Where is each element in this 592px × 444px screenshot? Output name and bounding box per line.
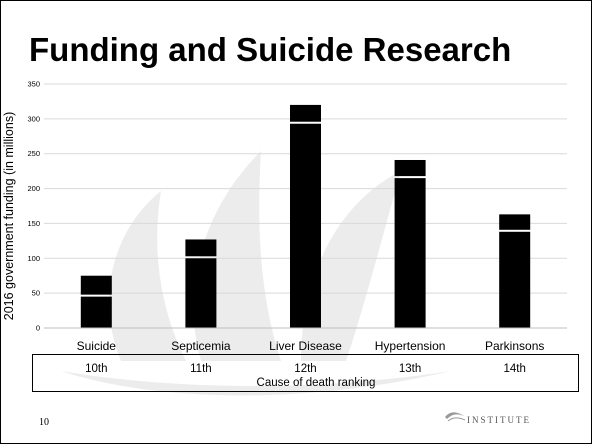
bar-lower-segment — [80, 296, 112, 328]
y-tick-label: 0 — [36, 324, 40, 333]
slide-title: Funding and Suicide Research — [29, 31, 512, 68]
footer-logo-icon — [445, 412, 466, 422]
x-category-label: Suicide — [77, 339, 117, 353]
x-category-label: Liver Disease — [269, 339, 342, 353]
y-axis-ticks: 0 50 100 150 200 250 300 350 — [27, 80, 40, 333]
bar-upper-segment — [80, 275, 112, 295]
bar-upper-segment — [185, 239, 217, 257]
x-category-label: Septicemia — [171, 339, 231, 353]
y-tick-label: 250 — [27, 149, 40, 158]
x-ranking-label: 11th — [190, 363, 212, 375]
y-tick-label: 50 — [32, 289, 40, 298]
x-axis-rankings: 10th 11th 12th 13th 14th — [85, 363, 526, 375]
page-number: 10 — [39, 417, 49, 428]
y-axis-label: 2016 government funding (in millions) — [2, 112, 16, 320]
footer-logo-text: INSTITUTE — [467, 415, 531, 425]
x-ranking-label: 12th — [294, 363, 316, 375]
x-axis-categories: Suicide Septicemia Liver Disease Hypertensi… — [77, 339, 545, 353]
x-axis-label: Cause of death ranking — [257, 377, 376, 389]
x-ranking-label: 13th — [399, 363, 421, 375]
y-tick-label: 200 — [27, 184, 40, 193]
y-tick-label: 150 — [27, 219, 40, 228]
ranking-table-border — [32, 354, 579, 392]
y-tick-label: 350 — [27, 80, 40, 89]
bar-upper-segment — [290, 104, 321, 122]
x-category-label: Hypertension — [375, 339, 446, 353]
bar-lower-segment — [394, 178, 426, 328]
chart-bars — [80, 104, 531, 328]
x-ranking-label: 10th — [85, 363, 107, 375]
x-ranking-label: 14th — [504, 363, 526, 375]
y-tick-label: 300 — [27, 114, 40, 123]
x-category-label: Parkinsons — [485, 339, 544, 353]
bar-upper-segment — [499, 214, 531, 230]
bar-lower-segment — [290, 123, 321, 328]
bar-upper-segment — [394, 159, 426, 177]
y-tick-label: 100 — [27, 254, 40, 263]
bar-lower-segment — [185, 258, 217, 328]
bar-lower-segment — [499, 231, 531, 328]
